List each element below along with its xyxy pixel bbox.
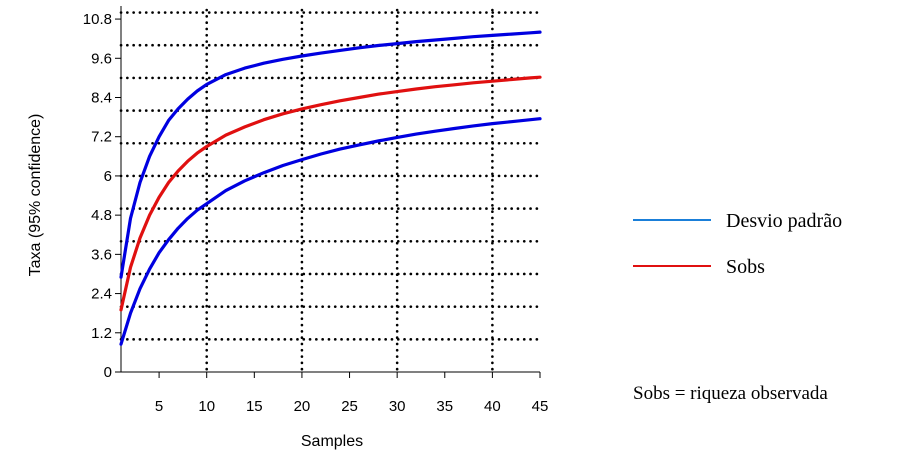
x-tick-label: 15: [246, 398, 263, 415]
x-tick-label: 45: [532, 398, 549, 415]
x-tick-label: 40: [484, 398, 501, 415]
series-line-2: [119, 117, 542, 346]
y-tick-label: 0: [104, 364, 112, 381]
y-tick-labels: 0 1.2 2.4 3.6 4.8 6 7.2 8.4 9.6 10.8: [83, 11, 121, 381]
x-tick-label: 25: [341, 398, 358, 415]
series-lines: [119, 30, 542, 346]
y-tick-label: 7.2: [91, 129, 112, 146]
legend-label-sobs: Sobs: [726, 256, 765, 278]
y-tick-label: 8.4: [91, 90, 112, 107]
y-axis-title: Taxa (95% confidence): [27, 114, 44, 277]
y-tick-label: 1.2: [91, 325, 112, 342]
y-tick-label: 3.6: [91, 246, 112, 263]
x-tick-label: 20: [294, 398, 311, 415]
y-tick-label: 4.8: [91, 207, 112, 224]
series-line-0: [119, 30, 542, 279]
y-tick-label: 10.8: [83, 11, 112, 28]
legend-label-desvio: Desvio padrão: [726, 210, 842, 232]
legend: Desvio padrão Sobs: [633, 210, 842, 278]
annotation-note: Sobs = riqueza observada: [633, 383, 828, 404]
x-tick-label: 35: [436, 398, 453, 415]
x-tick-label: 30: [389, 398, 406, 415]
x-tick-label: 10: [198, 398, 215, 415]
y-tick-label: 6: [104, 168, 112, 185]
x-tick-label: 5: [155, 398, 163, 415]
y-tick-label: 2.4: [91, 286, 112, 303]
grid: [119, 8, 542, 374]
y-tick-label: 9.6: [91, 50, 112, 67]
axes: [120, 6, 540, 373]
x-axis-title: Samples: [301, 433, 363, 450]
series-line-1: [119, 75, 542, 312]
x-tick-labels: 5 10 15 20 25 30 35 40 45: [155, 372, 548, 415]
